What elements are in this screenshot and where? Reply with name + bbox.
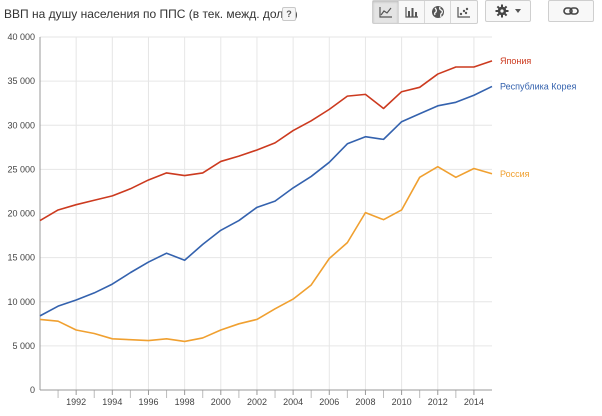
x-tick-label: 2014: [464, 397, 484, 407]
y-tick-label: 0: [30, 385, 35, 395]
gear-icon: [495, 4, 509, 18]
x-tick-label: 1994: [102, 397, 122, 407]
y-tick-label: 5 000: [12, 341, 35, 351]
map-button[interactable]: [425, 1, 451, 23]
x-tick-label: 2008: [355, 397, 375, 407]
series-label-2: Россия: [500, 169, 530, 179]
series-line-2: [39, 165, 493, 343]
line-chart-button[interactable]: [373, 1, 399, 23]
help-button[interactable]: ?: [282, 7, 296, 21]
bar-chart-icon: [404, 7, 418, 18]
series-line-1: [39, 85, 493, 317]
y-tick-label: 10 000: [7, 297, 35, 307]
y-tick-label: 20 000: [7, 209, 35, 219]
x-tick-label: 2000: [211, 397, 231, 407]
series-label-1: Республика Корея: [500, 81, 577, 91]
scatter-chart-icon: [457, 7, 470, 18]
x-tick-label: 1992: [66, 397, 86, 407]
x-tick-label: 2006: [319, 397, 339, 407]
x-tick-label: 2012: [428, 397, 448, 407]
y-tick-label: 35 000: [7, 76, 35, 86]
x-tick-label: 2010: [392, 397, 412, 407]
chart-type-toolbar: [372, 0, 478, 24]
series-line-0: [39, 60, 493, 222]
bar-chart-button[interactable]: [399, 1, 425, 23]
y-tick-label: 15 000: [7, 253, 35, 263]
line-chart-icon: [378, 7, 392, 18]
series-label-0: Япония: [500, 56, 531, 66]
series-labels: Япония Республика Корея Россия: [500, 56, 577, 179]
y-tick-label: 25 000: [7, 164, 35, 174]
page-title: ВВП на душу населения по ППС (в тек. меж…: [4, 7, 298, 21]
scatter-chart-button[interactable]: [451, 1, 477, 23]
x-tick-label: 1996: [138, 397, 158, 407]
y-tick-label: 40 000: [7, 32, 35, 42]
y-tick-label: 30 000: [7, 120, 35, 130]
settings-button[interactable]: [485, 0, 531, 22]
series-lines: [39, 60, 493, 343]
x-tick-label: 2004: [283, 397, 303, 407]
axes: [39, 37, 492, 398]
link-button[interactable]: [548, 0, 594, 22]
link-icon: [563, 7, 579, 15]
globe-icon: [431, 6, 444, 18]
tick-labels: 0 5 000 10 000 15 000 20 000 25 000 30 000 35 0…: [7, 32, 483, 407]
chevron-down-icon: [515, 9, 521, 13]
x-tick-label: 1998: [175, 397, 195, 407]
x-tick-label: 2002: [247, 397, 267, 407]
